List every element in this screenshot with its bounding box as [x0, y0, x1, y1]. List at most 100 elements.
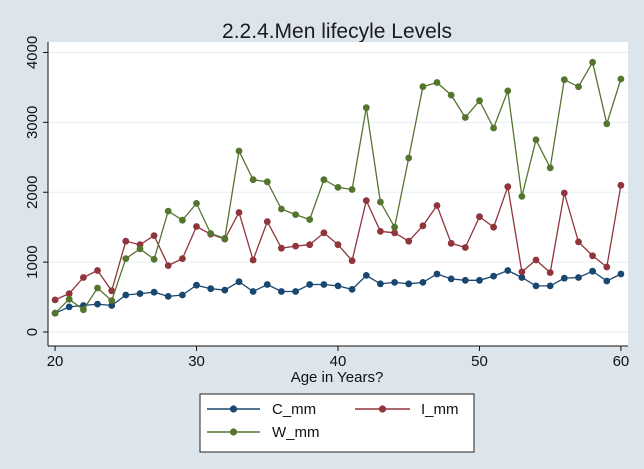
data-point: [179, 216, 186, 224]
y-tick-label: 1000: [24, 245, 41, 278]
data-point: [603, 263, 611, 271]
data-point: [235, 209, 243, 216]
data-point: [80, 306, 87, 314]
data-point: [51, 309, 59, 317]
data-point: [391, 229, 398, 237]
data-point: [179, 255, 186, 262]
data-point: [419, 222, 427, 230]
data-point: [362, 104, 370, 112]
data-point: [433, 79, 441, 86]
data-point: [617, 181, 625, 189]
data-point: [348, 286, 356, 293]
data-point: [532, 256, 540, 264]
legend-label: C_mm: [272, 401, 316, 418]
data-point: [476, 213, 483, 221]
legend-label: W_mm: [272, 424, 320, 441]
data-point: [490, 223, 497, 231]
data-point: [122, 237, 130, 245]
data-point: [306, 281, 314, 288]
data-point: [405, 237, 413, 245]
data-point: [292, 242, 299, 250]
data-point: [362, 272, 370, 279]
data-point: [560, 76, 568, 84]
data-point: [560, 189, 568, 197]
data-point: [504, 183, 512, 191]
data-point: [334, 241, 342, 249]
data-point: [278, 288, 285, 295]
data-point: [447, 239, 455, 247]
data-point: [65, 295, 73, 303]
data-point: [150, 288, 158, 296]
series-group: [51, 58, 625, 317]
data-point: [320, 229, 328, 237]
y-tick-label: 4000: [24, 36, 41, 69]
legend-swatch-marker: [229, 405, 238, 413]
y-tick-label: 0: [24, 328, 41, 336]
data-point: [476, 97, 483, 105]
data-point: [94, 300, 101, 308]
data-point: [348, 186, 356, 193]
data-point: [263, 218, 271, 226]
data-point: [518, 268, 526, 276]
data-point: [419, 279, 427, 286]
y-tick-label: 2000: [24, 176, 41, 209]
data-point: [122, 255, 130, 262]
x-tick-label: 50: [471, 353, 488, 370]
data-point: [306, 216, 314, 223]
data-point: [207, 285, 215, 293]
legend-label: I_mm: [421, 401, 459, 418]
data-point: [249, 288, 257, 295]
y-axis: 0 1000 2000 3000 4000: [24, 36, 49, 346]
data-point: [391, 223, 398, 231]
data-point: [348, 257, 356, 265]
data-point: [65, 303, 73, 311]
data-point: [433, 202, 441, 209]
data-point: [589, 252, 596, 260]
data-point: [334, 184, 342, 191]
x-tick-label: 30: [188, 353, 205, 370]
data-point: [164, 262, 172, 269]
data-point: [560, 274, 568, 282]
data-point: [51, 296, 59, 304]
data-point: [433, 270, 441, 278]
data-point: [207, 230, 215, 237]
data-point: [532, 136, 540, 144]
data-point: [391, 279, 398, 286]
data-point: [249, 256, 257, 264]
data-point: [546, 282, 554, 290]
data-point: [193, 223, 200, 230]
data-point: [362, 197, 370, 205]
data-point: [546, 164, 554, 172]
legend-swatch-marker: [378, 405, 387, 413]
data-point: [94, 267, 101, 274]
data-point: [164, 207, 172, 215]
data-point: [235, 147, 243, 155]
data-point: [461, 244, 469, 251]
data-point: [150, 255, 158, 263]
data-point: [532, 282, 540, 290]
data-point: [94, 284, 101, 292]
data-point: [377, 198, 384, 206]
data-point: [249, 176, 257, 184]
data-point: [80, 274, 87, 281]
data-point: [193, 281, 200, 289]
x-axis: 20 30 40 50 60: [47, 345, 629, 370]
data-point: [221, 235, 229, 242]
data-point: [405, 154, 413, 162]
data-point: [575, 238, 582, 246]
x-tick-label: 20: [47, 353, 64, 370]
data-point: [263, 178, 271, 186]
data-point: [278, 244, 285, 252]
data-point: [235, 278, 243, 286]
data-point: [179, 291, 186, 299]
data-point: [278, 205, 285, 213]
data-point: [136, 245, 144, 253]
y-tick-label: 3000: [24, 106, 41, 139]
data-point: [575, 83, 582, 91]
data-point: [518, 274, 526, 281]
legend-swatch-marker: [229, 428, 238, 436]
data-point: [518, 193, 526, 200]
data-point: [306, 241, 314, 249]
data-point: [419, 83, 427, 91]
